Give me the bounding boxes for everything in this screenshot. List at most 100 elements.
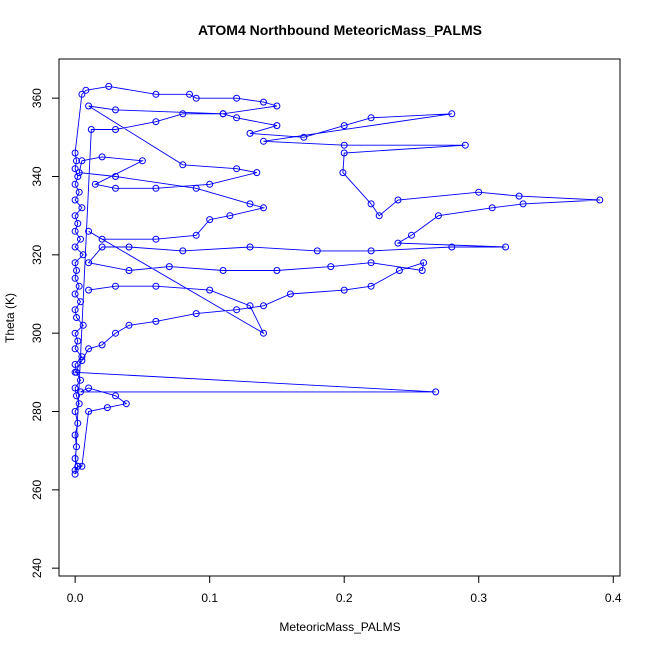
data-point bbox=[233, 165, 241, 173]
data-point bbox=[71, 408, 79, 415]
data-point bbox=[71, 345, 79, 353]
data-point bbox=[82, 86, 90, 94]
data-point bbox=[448, 243, 456, 251]
data-point bbox=[219, 110, 227, 118]
data-point bbox=[75, 169, 83, 177]
data-point bbox=[125, 321, 133, 329]
data-point bbox=[286, 290, 294, 298]
data-point bbox=[300, 133, 308, 141]
data-point bbox=[77, 298, 84, 306]
data-point bbox=[74, 173, 82, 180]
data-point bbox=[112, 184, 119, 192]
data-point bbox=[367, 200, 375, 208]
y-axis: 240 260 280 300 320 340 360 bbox=[30, 88, 60, 578]
data-point bbox=[246, 129, 254, 137]
data-point bbox=[98, 341, 106, 349]
data-point bbox=[340, 286, 348, 294]
chart-title: ATOM4 Northbound MeteoricMass_PALMS bbox=[198, 22, 482, 38]
data-point bbox=[87, 126, 95, 133]
data-point bbox=[233, 306, 241, 314]
data-point bbox=[192, 310, 200, 318]
data-point bbox=[112, 282, 119, 290]
data-point bbox=[461, 141, 469, 149]
data-point bbox=[420, 259, 428, 267]
data-point bbox=[112, 173, 119, 180]
data-point bbox=[394, 196, 402, 204]
data-point bbox=[74, 220, 82, 227]
data-point bbox=[85, 259, 93, 267]
data-point bbox=[71, 243, 79, 251]
data-point bbox=[313, 247, 321, 255]
data-point bbox=[73, 443, 80, 451]
plot-area bbox=[71, 82, 604, 478]
data-point bbox=[71, 329, 79, 337]
data-point bbox=[448, 110, 456, 118]
data-point bbox=[367, 114, 375, 122]
data-point bbox=[340, 141, 348, 149]
data-point bbox=[75, 282, 83, 290]
x-axis: 0.0 0.1 0.2 0.3 0.4 bbox=[67, 575, 622, 605]
data-point bbox=[98, 235, 106, 243]
data-point bbox=[71, 455, 79, 462]
data-point bbox=[246, 302, 254, 310]
data-point bbox=[488, 204, 496, 212]
data-point bbox=[152, 235, 160, 243]
data-point bbox=[71, 470, 79, 478]
data-point bbox=[73, 314, 80, 321]
y-tick-label: 240 bbox=[30, 558, 44, 578]
data-point bbox=[219, 267, 227, 274]
data-point bbox=[71, 431, 79, 439]
data-point bbox=[71, 212, 79, 220]
data-point bbox=[122, 400, 130, 408]
data-point bbox=[260, 204, 267, 212]
data-point bbox=[112, 329, 119, 337]
data-point bbox=[112, 392, 119, 400]
data-point bbox=[77, 388, 84, 396]
data-point bbox=[125, 267, 133, 274]
data-point bbox=[179, 161, 187, 169]
data-point bbox=[85, 102, 93, 110]
data-point bbox=[475, 188, 483, 196]
data-point bbox=[98, 153, 106, 161]
data-point bbox=[75, 188, 83, 196]
data-point bbox=[73, 392, 80, 400]
data-point bbox=[79, 321, 87, 329]
data-point bbox=[75, 400, 83, 408]
data-point bbox=[327, 263, 335, 271]
data-point bbox=[78, 157, 86, 165]
data-point bbox=[206, 286, 214, 294]
x-tick-label: 0.1 bbox=[201, 591, 218, 605]
y-axis-label: Theta (K) bbox=[3, 293, 17, 343]
data-point bbox=[71, 368, 79, 376]
data-point bbox=[152, 118, 160, 126]
data-point bbox=[71, 466, 79, 474]
data-point bbox=[74, 419, 82, 427]
data-point bbox=[74, 337, 82, 345]
data-point bbox=[103, 404, 111, 412]
data-point bbox=[165, 263, 173, 271]
data-point bbox=[105, 82, 113, 90]
y-tick-label: 260 bbox=[30, 480, 44, 500]
data-point bbox=[71, 290, 79, 298]
data-point bbox=[375, 212, 383, 220]
data-point bbox=[395, 267, 403, 274]
data-point bbox=[77, 376, 84, 384]
data-point bbox=[519, 200, 527, 208]
data-point bbox=[367, 259, 375, 267]
data-point bbox=[78, 204, 86, 212]
x-tick-label: 0.3 bbox=[470, 591, 487, 605]
data-point bbox=[246, 200, 254, 208]
data-point bbox=[206, 216, 214, 224]
data-point bbox=[71, 361, 79, 368]
data-point bbox=[226, 212, 234, 220]
x-tick-label: 0.0 bbox=[67, 591, 84, 605]
data-point bbox=[273, 122, 281, 130]
data-point bbox=[253, 169, 261, 177]
plot-frame bbox=[58, 58, 621, 577]
data-point bbox=[192, 231, 200, 239]
data-point bbox=[152, 282, 160, 290]
data-point bbox=[273, 102, 281, 110]
data-point bbox=[206, 180, 214, 188]
data-point bbox=[78, 357, 86, 365]
